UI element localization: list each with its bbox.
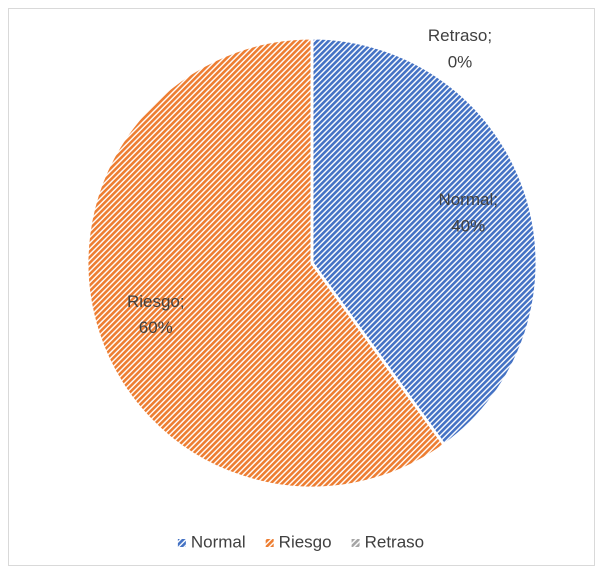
legend-marker [351, 539, 360, 547]
legend: Normal Riesgo Retraso [177, 532, 425, 551]
data-label: Retraso; [428, 26, 492, 45]
legend-label: Riesgo [279, 532, 332, 551]
data-label: Riesgo; [127, 292, 185, 311]
data-label-separator: ; [487, 26, 492, 45]
legend-marker [177, 539, 186, 547]
data-label: Normal; [438, 191, 498, 210]
data-label-category: Riesgo [127, 292, 180, 311]
data-label-category: Normal [438, 191, 493, 210]
data-label-separator: ; [180, 292, 185, 311]
data-label-value: 60% [139, 318, 173, 337]
data-label-value: 40% [451, 217, 485, 236]
legend-label: Retraso [365, 532, 425, 551]
data-label-separator: ; [493, 191, 498, 210]
pie-slice [310, 36, 539, 448]
pie-slice [85, 36, 447, 490]
legend-label: Normal [191, 532, 246, 551]
legend-marker [265, 539, 274, 547]
data-label-category: Retraso [428, 26, 488, 45]
data-label-value: 0% [448, 52, 473, 71]
